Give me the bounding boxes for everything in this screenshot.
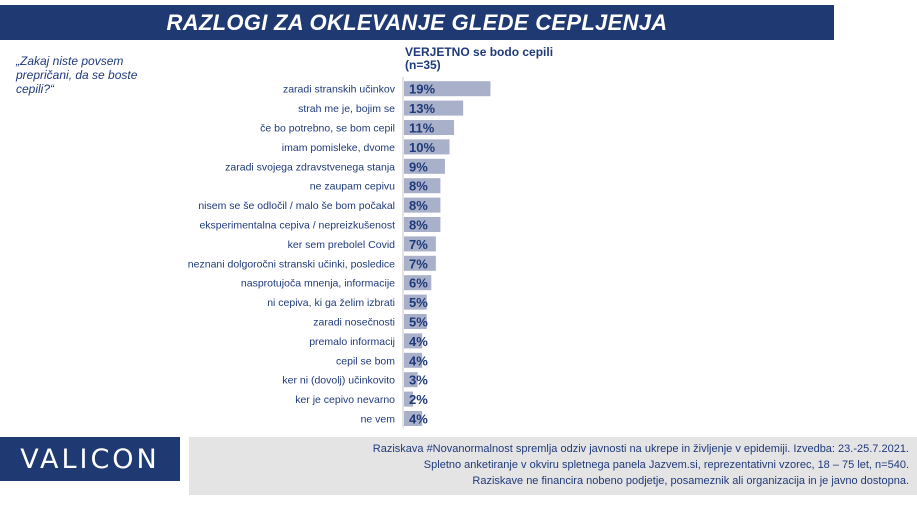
footer-note-line: Raziskave ne financira nobeno podjetje, … — [472, 475, 909, 487]
bar — [404, 294, 427, 310]
bar — [404, 411, 423, 426]
category-label: eksperimentalna cepiva / nepreizkušenost — [199, 220, 395, 232]
page-title: RAZLOGI ZA OKLEVANJE GLEDE CEPLJENJA — [166, 9, 668, 35]
data-label: 19% — [409, 82, 435, 97]
bar — [404, 100, 464, 116]
series-name: VERJETNO se bodo cepili — [405, 45, 554, 59]
valicon-logo: VALICON — [0, 437, 180, 481]
footer-note-line: Spletno anketiranje v okviru spletnega p… — [423, 459, 909, 471]
category-label: zaradi stranskih učinkov — [283, 84, 396, 96]
category-label: ni cepiva, ki ga želim izbrati — [267, 297, 395, 309]
category-label: ne zaupam cepivu — [310, 181, 395, 193]
bar — [404, 372, 418, 388]
data-label: 3% — [409, 373, 428, 388]
logo-text: VALICON — [20, 443, 160, 475]
category-label: ne vem — [361, 414, 396, 426]
bar — [404, 236, 436, 252]
data-label: 9% — [409, 159, 428, 174]
data-label: 8% — [409, 218, 428, 233]
category-label: nisem se še odločil / malo še bom počaka… — [198, 200, 395, 212]
category-label: imam pomisleke, dvome — [282, 142, 395, 154]
category-label: zaradi nosečnosti — [313, 317, 395, 329]
bar — [404, 275, 432, 291]
data-label: 8% — [409, 198, 428, 213]
bar — [404, 81, 491, 97]
footer-note-line: Raziskava #Novanormalnost spremlja odziv… — [372, 443, 909, 455]
data-label: 13% — [409, 101, 435, 116]
bar — [404, 197, 441, 213]
data-label: 7% — [409, 256, 428, 271]
footer-note: Raziskava #Novanormalnost spremlja odziv… — [189, 437, 917, 495]
bar — [404, 120, 455, 135]
bar — [404, 333, 423, 349]
category-label: neznani dolgoročni stranski učinki, posl… — [188, 258, 395, 270]
data-label: 5% — [409, 295, 428, 310]
data-label: 2% — [409, 392, 428, 407]
series-header: VERJETNO se bodo cepili (n=35) — [405, 46, 553, 72]
category-label: strah me je, bojim se — [298, 103, 395, 115]
data-label: 11% — [409, 121, 435, 136]
data-label: 4% — [409, 334, 428, 349]
category-label: zaradi svojega zdravstvenega stanja — [225, 161, 395, 173]
bar — [404, 178, 441, 194]
title-banner: RAZLOGI ZA OKLEVANJE GLEDE CEPLJENJA — [0, 5, 834, 40]
bar — [404, 352, 423, 368]
category-label: premalo informacij — [309, 336, 395, 348]
bar — [404, 314, 427, 329]
category-label: nasprotujoča mnenja, informacije — [241, 278, 395, 290]
bar — [404, 139, 450, 155]
sample-size: (n=35) — [405, 58, 441, 72]
data-label: 6% — [409, 276, 428, 291]
data-label: 4% — [409, 353, 428, 368]
category-label: če bo potrebno, se bom cepil — [260, 123, 395, 135]
survey-question: „Zakaj niste povsem prepričani, da se bo… — [16, 54, 138, 96]
data-label: 4% — [409, 412, 428, 427]
category-label: cepil se bom — [336, 355, 395, 367]
bar — [404, 391, 414, 407]
bar — [404, 217, 441, 232]
bar — [404, 255, 436, 271]
bar — [404, 158, 445, 174]
category-label: ker ni (dovolj) učinkovito — [282, 375, 395, 387]
data-label: 7% — [409, 237, 428, 252]
data-label: 8% — [409, 179, 428, 194]
category-label: ker je cepivo nevarno — [295, 394, 395, 406]
data-label: 5% — [409, 315, 428, 330]
category-label: ker sem prebolel Covid — [288, 239, 396, 251]
data-label: 10% — [409, 140, 435, 155]
